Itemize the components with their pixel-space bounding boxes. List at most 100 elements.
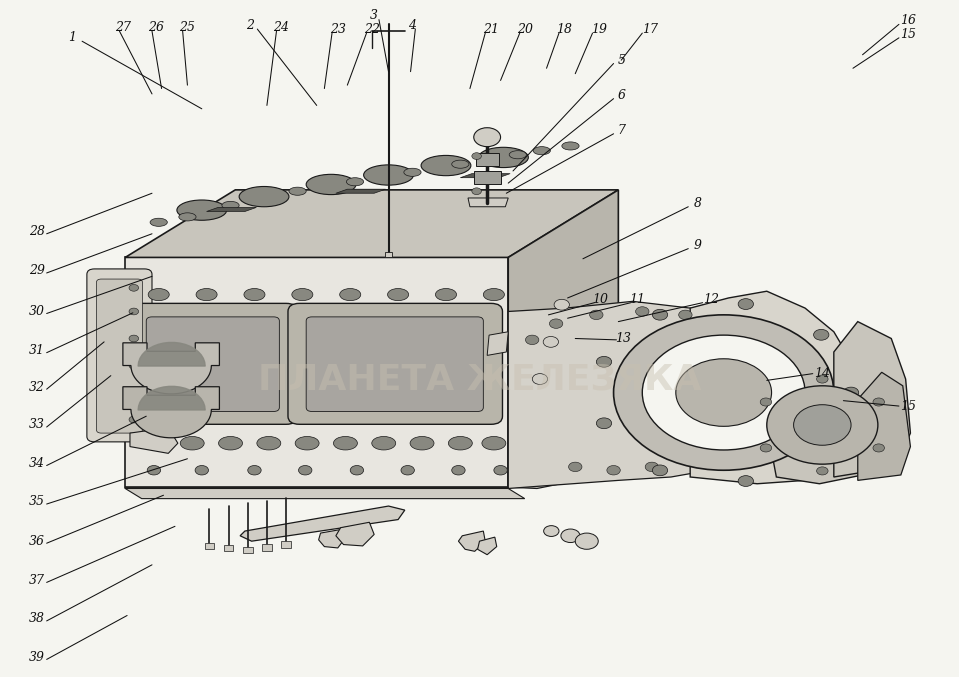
Circle shape: [738, 476, 754, 487]
Ellipse shape: [142, 437, 166, 450]
Ellipse shape: [295, 437, 319, 450]
Circle shape: [746, 422, 760, 431]
Ellipse shape: [404, 169, 421, 176]
Circle shape: [195, 466, 208, 475]
Text: 14: 14: [814, 367, 830, 380]
Text: 18: 18: [556, 23, 572, 37]
Ellipse shape: [363, 165, 413, 185]
Ellipse shape: [483, 288, 504, 301]
Circle shape: [741, 334, 755, 343]
Circle shape: [526, 335, 539, 345]
Bar: [243, 546, 252, 553]
Circle shape: [569, 462, 582, 472]
Ellipse shape: [435, 288, 456, 301]
Polygon shape: [478, 537, 497, 554]
Polygon shape: [126, 278, 143, 433]
FancyBboxPatch shape: [306, 317, 483, 412]
Polygon shape: [690, 291, 857, 484]
Polygon shape: [508, 190, 619, 487]
Circle shape: [561, 529, 580, 542]
Text: 26: 26: [148, 21, 164, 35]
Circle shape: [247, 466, 261, 475]
Circle shape: [474, 128, 501, 147]
Text: 32: 32: [29, 380, 45, 393]
Circle shape: [873, 398, 884, 406]
Text: 7: 7: [618, 124, 625, 137]
Text: 11: 11: [629, 293, 645, 306]
Polygon shape: [857, 372, 910, 481]
Polygon shape: [508, 301, 777, 489]
Ellipse shape: [222, 201, 239, 209]
Polygon shape: [487, 332, 508, 355]
Polygon shape: [206, 207, 256, 211]
Ellipse shape: [306, 174, 356, 194]
Circle shape: [816, 467, 828, 475]
Ellipse shape: [449, 437, 473, 450]
Circle shape: [452, 466, 465, 475]
Circle shape: [472, 188, 481, 194]
Circle shape: [350, 466, 363, 475]
FancyBboxPatch shape: [87, 269, 152, 442]
FancyBboxPatch shape: [97, 279, 143, 433]
Bar: [476, 153, 499, 167]
Ellipse shape: [244, 288, 265, 301]
Circle shape: [129, 416, 139, 423]
Circle shape: [714, 319, 728, 328]
Ellipse shape: [387, 288, 409, 301]
Text: 6: 6: [618, 89, 625, 102]
Text: 5: 5: [618, 53, 625, 66]
Text: 29: 29: [29, 265, 45, 278]
Text: 21: 21: [483, 23, 499, 37]
Polygon shape: [123, 343, 220, 394]
Circle shape: [129, 362, 139, 369]
Circle shape: [720, 442, 734, 452]
Polygon shape: [767, 386, 881, 484]
Bar: [262, 544, 271, 550]
Ellipse shape: [178, 213, 196, 221]
Polygon shape: [336, 189, 386, 193]
Circle shape: [401, 466, 414, 475]
Text: 35: 35: [29, 496, 45, 508]
FancyBboxPatch shape: [288, 303, 503, 424]
Circle shape: [676, 359, 772, 427]
Ellipse shape: [372, 437, 396, 450]
Circle shape: [652, 309, 667, 320]
Polygon shape: [318, 529, 345, 548]
Circle shape: [614, 315, 833, 471]
Text: 24: 24: [273, 21, 290, 35]
Polygon shape: [460, 174, 510, 177]
Bar: [281, 541, 291, 548]
Circle shape: [684, 456, 697, 465]
Text: ПЛАНЕТА ЖЕЛЕЗЯКА: ПЛАНЕТА ЖЕЛЕЗЯКА: [258, 362, 701, 396]
Polygon shape: [458, 531, 485, 551]
Ellipse shape: [176, 200, 226, 220]
Text: 34: 34: [29, 457, 45, 470]
Circle shape: [543, 336, 558, 347]
Ellipse shape: [196, 288, 217, 301]
Text: 2: 2: [246, 19, 254, 32]
Text: 15: 15: [901, 399, 917, 412]
Circle shape: [596, 418, 612, 429]
Circle shape: [298, 466, 312, 475]
Circle shape: [129, 284, 139, 291]
Circle shape: [472, 153, 481, 160]
Text: 39: 39: [29, 651, 45, 664]
Polygon shape: [240, 506, 405, 541]
Circle shape: [550, 319, 563, 328]
Ellipse shape: [533, 147, 550, 155]
Text: 12: 12: [703, 293, 719, 306]
Ellipse shape: [219, 437, 243, 450]
Circle shape: [129, 308, 139, 315]
Polygon shape: [468, 198, 508, 206]
Ellipse shape: [239, 186, 289, 206]
Ellipse shape: [257, 437, 281, 450]
Bar: [204, 542, 214, 549]
Circle shape: [575, 533, 598, 549]
Ellipse shape: [339, 288, 361, 301]
Ellipse shape: [289, 187, 306, 195]
Ellipse shape: [410, 437, 434, 450]
Text: 15: 15: [901, 28, 917, 41]
Text: 36: 36: [29, 535, 45, 548]
Text: 33: 33: [29, 418, 45, 431]
Text: 31: 31: [29, 344, 45, 357]
